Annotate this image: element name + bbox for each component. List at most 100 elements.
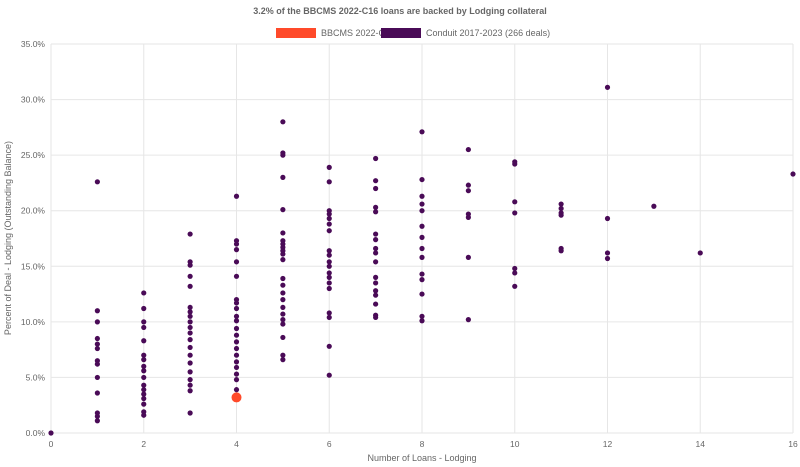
data-point-conduit[interactable] (187, 262, 193, 268)
data-point-conduit[interactable] (326, 310, 332, 316)
data-point-conduit[interactable] (187, 369, 193, 375)
data-point-conduit[interactable] (326, 179, 332, 185)
data-point-conduit[interactable] (326, 274, 332, 280)
data-point-conduit[interactable] (187, 309, 193, 315)
data-point-conduit[interactable] (419, 254, 425, 260)
data-point-conduit[interactable] (280, 230, 286, 236)
data-point-conduit[interactable] (326, 263, 332, 269)
data-point-conduit[interactable] (419, 193, 425, 199)
data-point-conduit[interactable] (187, 231, 193, 237)
data-point-conduit[interactable] (465, 317, 471, 323)
data-point-conduit[interactable] (373, 274, 379, 280)
data-point-conduit[interactable] (280, 297, 286, 303)
data-point-conduit[interactable] (373, 204, 379, 210)
data-point-conduit[interactable] (604, 250, 611, 256)
data-point-conduit[interactable] (94, 361, 100, 367)
data-point-conduit[interactable] (233, 359, 240, 365)
data-point-conduit[interactable] (233, 300, 240, 306)
data-point-conduit[interactable] (187, 304, 193, 311)
data-point-conduit[interactable] (141, 352, 147, 358)
data-point-conduit[interactable] (558, 205, 564, 212)
data-point-conduit[interactable] (512, 270, 518, 276)
data-point-conduit[interactable] (280, 334, 286, 341)
data-point-conduit[interactable] (419, 313, 425, 319)
data-point-conduit[interactable] (604, 215, 611, 222)
data-point-conduit[interactable] (233, 352, 240, 358)
data-point-conduit[interactable] (419, 176, 425, 183)
data-point-conduit[interactable] (373, 314, 379, 321)
data-point-bbcms[interactable] (231, 392, 242, 403)
data-point-conduit[interactable] (187, 360, 193, 366)
data-point-conduit[interactable] (697, 250, 703, 256)
data-point-conduit[interactable] (280, 321, 286, 327)
data-point-conduit[interactable] (373, 237, 379, 243)
data-point-conduit[interactable] (512, 265, 518, 272)
data-point-conduit[interactable] (373, 185, 379, 192)
data-point-conduit[interactable] (280, 174, 286, 180)
legend-item-conduit[interactable]: Conduit 2017-2023 (266 deals) (381, 28, 550, 38)
data-point-conduit[interactable] (94, 418, 100, 424)
data-point-conduit[interactable] (233, 364, 240, 371)
data-point-conduit[interactable] (187, 352, 193, 358)
data-point-conduit[interactable] (651, 203, 657, 209)
data-point-conduit[interactable] (233, 193, 240, 199)
data-point-conduit[interactable] (141, 363, 147, 369)
data-point-conduit[interactable] (419, 245, 425, 252)
data-point-conduit[interactable] (373, 288, 379, 294)
data-point-conduit[interactable] (512, 161, 518, 167)
data-point-conduit[interactable] (187, 319, 193, 325)
data-point-conduit[interactable] (512, 199, 518, 205)
data-point-conduit[interactable] (280, 152, 286, 158)
data-point-conduit[interactable] (558, 201, 564, 207)
data-point-conduit[interactable] (187, 410, 193, 416)
data-point-conduit[interactable] (465, 182, 471, 188)
data-point-conduit[interactable] (48, 430, 54, 436)
data-point-conduit[interactable] (373, 209, 379, 215)
data-point-conduit[interactable] (141, 401, 147, 407)
data-point-conduit[interactable] (558, 248, 564, 254)
data-point-conduit[interactable] (141, 290, 147, 296)
data-point-conduit[interactable] (280, 251, 286, 257)
data-point-conduit[interactable] (94, 341, 100, 347)
data-point-conduit[interactable] (512, 283, 518, 289)
data-point-conduit[interactable] (141, 382, 147, 388)
data-point-conduit[interactable] (187, 382, 193, 388)
data-point-conduit[interactable] (326, 285, 332, 292)
data-point-conduit[interactable] (419, 223, 425, 229)
data-point-conduit[interactable] (280, 275, 286, 282)
data-point-conduit[interactable] (141, 305, 147, 312)
data-point-conduit[interactable] (419, 271, 425, 277)
data-point-conduit[interactable] (373, 250, 379, 256)
data-point-conduit[interactable] (233, 318, 240, 324)
data-point-conduit[interactable] (94, 345, 100, 352)
data-point-conduit[interactable] (373, 259, 379, 265)
data-point-conduit[interactable] (326, 252, 332, 258)
data-point-conduit[interactable] (280, 282, 286, 288)
data-point-conduit[interactable] (326, 211, 332, 217)
data-point-conduit[interactable] (233, 259, 240, 265)
data-point-conduit[interactable] (419, 318, 425, 324)
data-point-conduit[interactable] (373, 231, 379, 237)
data-point-conduit[interactable] (94, 179, 100, 185)
data-point-conduit[interactable] (187, 344, 193, 351)
data-point-conduit[interactable] (233, 332, 240, 338)
data-point-conduit[interactable] (419, 234, 425, 240)
data-point-conduit[interactable] (94, 413, 100, 419)
data-point-conduit[interactable] (141, 412, 147, 418)
data-point-conduit[interactable] (419, 201, 425, 207)
data-point-conduit[interactable] (187, 388, 193, 394)
data-point-conduit[interactable] (233, 371, 240, 377)
data-point-conduit[interactable] (465, 146, 471, 153)
data-point-conduit[interactable] (280, 207, 286, 213)
data-point-conduit[interactable] (419, 129, 425, 135)
data-point-conduit[interactable] (465, 254, 471, 260)
data-point-conduit[interactable] (326, 343, 332, 349)
data-point-conduit[interactable] (280, 290, 286, 296)
data-point-conduit[interactable] (233, 305, 240, 312)
data-point-conduit[interactable] (187, 283, 193, 289)
data-point-conduit[interactable] (187, 377, 193, 383)
data-point-conduit[interactable] (187, 324, 193, 331)
data-point-conduit[interactable] (141, 319, 147, 325)
data-point-conduit[interactable] (141, 338, 147, 344)
data-point-conduit[interactable] (141, 374, 147, 381)
